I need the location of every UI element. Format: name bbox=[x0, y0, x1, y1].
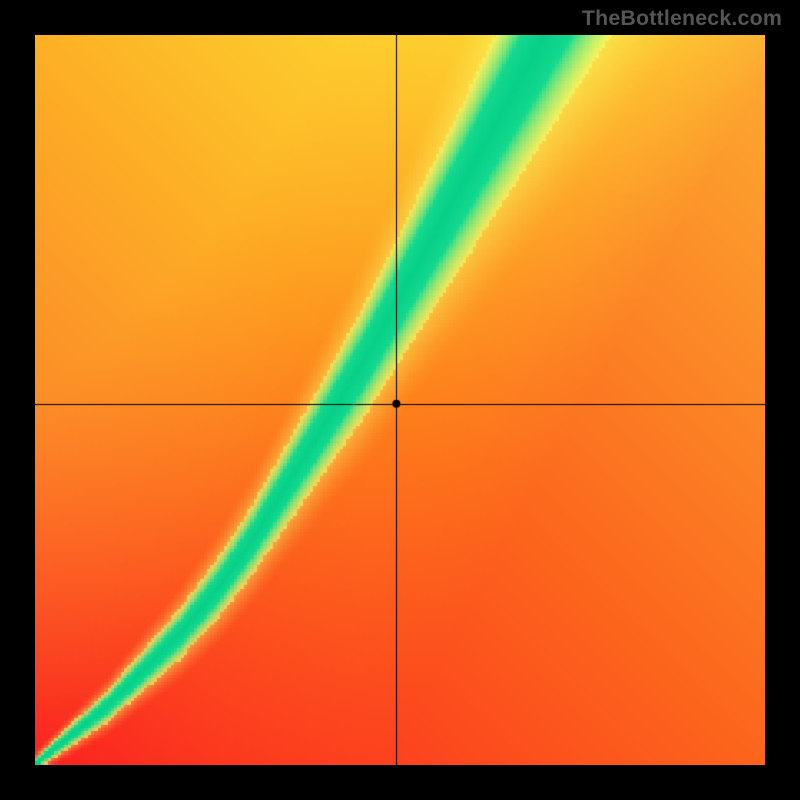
bottleneck-heatmap bbox=[35, 35, 765, 765]
chart-frame: { "watermark": { "text": "TheBottleneck.… bbox=[0, 0, 800, 800]
watermark-text: TheBottleneck.com bbox=[582, 6, 782, 31]
